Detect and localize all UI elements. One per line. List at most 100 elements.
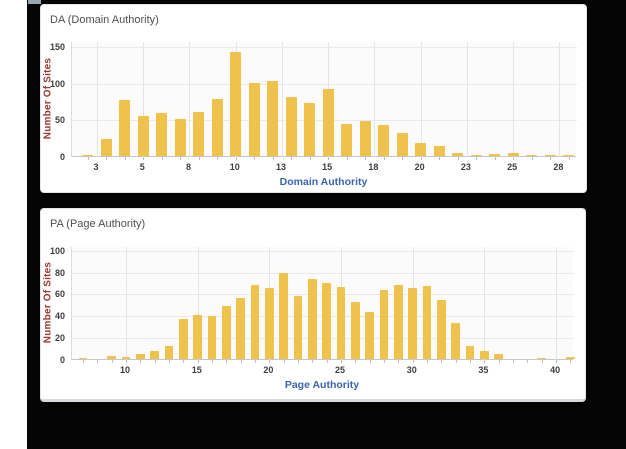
bar[interactable] [408,288,417,359]
x-tick-label: 25 [507,162,518,172]
bar[interactable] [308,279,317,359]
x-tick-label: 13 [275,162,286,172]
minor-tick [541,360,543,363]
minor-tick [143,157,145,160]
minor-tick [106,157,108,160]
bar[interactable] [211,98,223,156]
minor-tick [455,360,457,363]
bar[interactable] [437,300,446,359]
bar[interactable] [379,290,389,359]
bar[interactable] [174,118,186,156]
bar[interactable] [207,316,217,359]
minor-tick [556,360,558,363]
x-tick-label: 18 [368,162,379,172]
bar[interactable] [119,100,131,156]
bar[interactable] [452,153,464,156]
bar[interactable] [248,82,260,156]
x-tick-label: 15 [322,162,333,172]
bar[interactable] [537,357,546,359]
bar[interactable] [285,97,297,156]
minor-tick [226,360,228,363]
minor-tick [269,360,271,363]
minor-tick [217,157,219,160]
minor-tick [198,157,200,160]
bar[interactable] [82,155,94,156]
minor-tick [197,360,199,363]
x-tick-label: 10 [120,365,131,375]
bar[interactable] [164,345,174,359]
pa-chart-card: PA (Page Authority) Number Of Sites Page… [40,208,586,402]
bar[interactable] [451,322,460,359]
bar[interactable] [336,286,346,359]
bar[interactable] [526,155,538,156]
bar[interactable] [566,356,575,359]
minor-tick [326,360,328,363]
y-tick-label: 80 [54,267,65,278]
bar[interactable] [378,125,390,156]
bar[interactable] [433,146,445,156]
bar[interactable] [489,153,501,156]
minor-tick [255,360,257,363]
bar[interactable] [150,351,159,359]
bar[interactable] [78,357,88,359]
minor-tick [402,157,404,160]
minor-tick [568,157,570,160]
bar[interactable] [394,284,403,359]
bar[interactable] [396,132,408,156]
bar[interactable] [359,120,371,156]
bar[interactable] [267,81,279,156]
bar[interactable] [136,353,145,359]
x-tick-label: 40 [550,365,561,375]
x-tick-label: 15 [191,365,202,375]
bar[interactable] [265,288,274,359]
bar[interactable] [322,88,334,156]
minor-tick [283,360,285,363]
bar[interactable] [107,355,116,359]
bar[interactable] [193,112,205,156]
bar[interactable] [465,345,475,359]
minor-tick [412,360,414,363]
bar[interactable] [365,312,374,359]
gridline-v [466,42,468,157]
bar[interactable] [341,123,353,156]
minor-tick [470,360,472,363]
bar[interactable] [304,103,316,156]
gridline-v [189,42,191,157]
bar[interactable] [100,139,112,156]
minor-tick [111,360,113,363]
bar[interactable] [156,112,168,156]
gridline-v [281,42,283,157]
bar[interactable] [480,351,489,359]
bar[interactable] [230,52,242,156]
bar[interactable] [121,356,131,359]
bar[interactable] [322,282,331,359]
gridline-v [126,247,128,360]
bar[interactable] [507,153,519,156]
gridline-h [72,272,574,274]
minor-tick [369,360,371,363]
bar[interactable] [293,295,303,359]
bar[interactable] [193,315,202,359]
bar[interactable] [544,155,556,156]
bar[interactable] [415,142,427,156]
bar[interactable] [279,272,288,359]
y-tick-label: 100 [49,245,65,256]
bar[interactable] [236,297,245,359]
bar[interactable] [470,155,482,156]
x-tick-label: 35 [478,365,489,375]
bar[interactable] [351,302,360,359]
y-tick-label: 150 [49,42,65,53]
minor-tick [476,157,478,160]
minor-tick [398,360,400,363]
bar[interactable] [494,353,503,359]
x-axis-title: Domain Authority [279,176,368,188]
bar[interactable] [422,285,432,359]
bar[interactable] [563,154,575,156]
bar[interactable] [222,305,231,359]
bar[interactable] [137,115,149,156]
minor-tick [309,157,311,160]
minor-tick [498,360,500,363]
bar[interactable] [250,284,260,359]
bar[interactable] [179,318,188,359]
y-tick-label: 100 [49,78,65,89]
